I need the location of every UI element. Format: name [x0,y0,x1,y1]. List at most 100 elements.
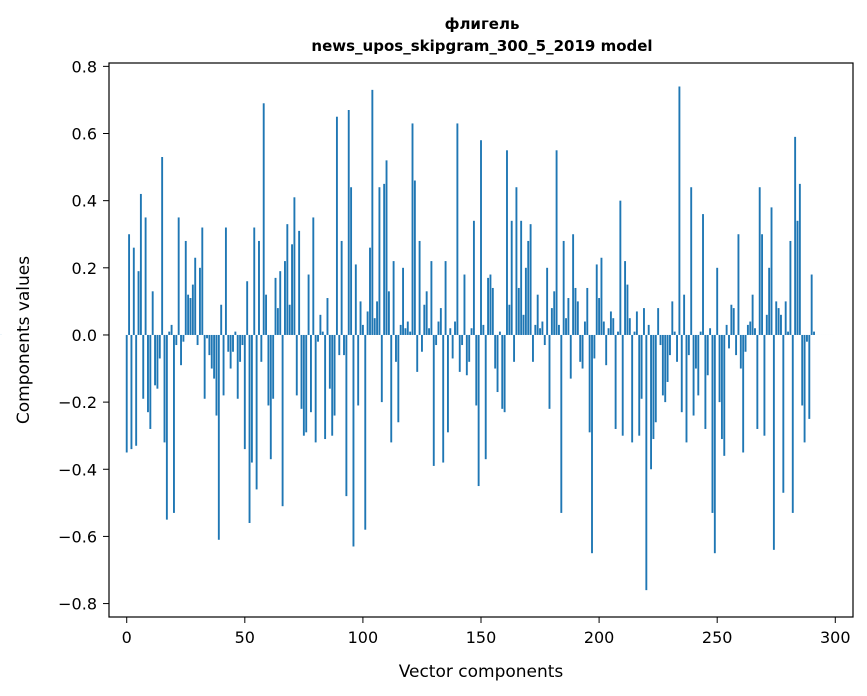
bar-242 [697,334,700,396]
bar-30 [196,334,199,346]
x-tick-label: 200 [584,628,615,647]
bar-98 [357,334,360,406]
bar-19 [170,324,173,335]
bar-112 [390,334,393,443]
bar-11 [151,291,154,335]
x-tick-label: 300 [820,628,851,647]
bar-232 [673,331,676,335]
bar-250 [716,267,719,335]
bar-105 [373,318,376,335]
bar-271 [765,314,768,335]
bar-14 [158,334,161,359]
bar-263 [746,324,749,335]
bar-164 [513,334,516,362]
bar-92 [343,334,345,356]
bar-80 [314,334,317,443]
bar-248 [711,334,714,513]
bar-42 [224,227,227,335]
bar-54 [253,227,256,335]
bar-60 [267,334,270,406]
bar-256 [730,304,733,335]
bar-136 [446,334,449,433]
bar-131 [435,334,438,346]
bar-87 [331,334,334,436]
bar-37 [213,334,216,379]
bar-151 [482,324,485,335]
y-tick-label: 0.8 [72,57,97,76]
bar-31 [198,267,201,335]
bar-163 [510,220,513,335]
bar-103 [369,247,371,335]
bar-199 [595,264,598,335]
bar-135 [444,261,447,335]
y-tick-label: 0.0 [72,326,97,345]
bar-110 [385,160,388,335]
y-tick-label: −0.2 [58,393,97,412]
bar-168 [522,314,525,335]
y-tick-label: −0.6 [58,527,97,546]
bar-205 [609,311,612,335]
bar-266 [754,328,756,335]
bar-231 [671,301,674,335]
bar-185 [562,240,565,335]
bar-160 [503,334,506,413]
bar-128 [428,328,430,335]
bar-81 [317,334,319,342]
bar-123 [416,334,419,372]
bar-241 [694,334,697,369]
bar-70 [291,244,293,335]
bar-276 [777,308,780,335]
bar-62 [272,334,275,399]
bar-104 [371,89,374,335]
bar-97 [354,264,357,335]
bar-117 [402,267,404,335]
bar-147 [472,220,475,335]
bar-280 [787,331,789,335]
bar-290 [810,274,813,335]
bar-53 [250,334,253,463]
bar-83 [321,331,324,335]
bar-223 [652,334,655,440]
bar-109 [383,183,386,335]
bar-259 [737,234,740,335]
bar-211 [624,261,627,335]
bar-246 [706,334,709,376]
bar-155 [491,287,494,335]
bar-226 [659,334,662,346]
bar-210 [621,334,624,436]
y-axis: −0.8 −0.6 −0.4 −0.2 0.0 0.2 0.4 0.6 0.8 [58,57,109,614]
bar-36 [210,334,213,369]
bar-46 [234,331,237,335]
x-tick-label: 150 [466,628,497,647]
bar-45 [232,334,234,352]
bar-227 [661,334,664,396]
bar-291 [813,331,815,335]
bar-176 [541,321,544,335]
bar-64 [276,308,279,335]
bar-260 [739,334,742,369]
bar-218 [640,334,643,399]
bar-91 [340,240,343,335]
bar-122 [413,180,416,335]
bar-171 [529,224,532,335]
bar-240 [692,334,695,416]
bar-39 [217,334,220,540]
bar-182 [555,150,558,335]
bar-126 [423,304,426,335]
bar-57 [260,334,263,362]
bar-75 [302,334,305,436]
bar-113 [392,261,395,335]
y-tick-label: −0.4 [58,460,97,479]
bar-187 [567,298,570,335]
bar-166 [517,287,520,335]
x-axis-label: Vector components [399,662,564,682]
bar-206 [612,318,615,335]
bar-22 [177,217,180,335]
bar-277 [780,314,782,335]
bar-43 [227,334,230,352]
bar-198 [593,334,596,359]
bar-59 [265,294,268,335]
bar-50 [243,334,246,450]
bar-285 [798,183,801,335]
bar-4 [135,334,138,446]
